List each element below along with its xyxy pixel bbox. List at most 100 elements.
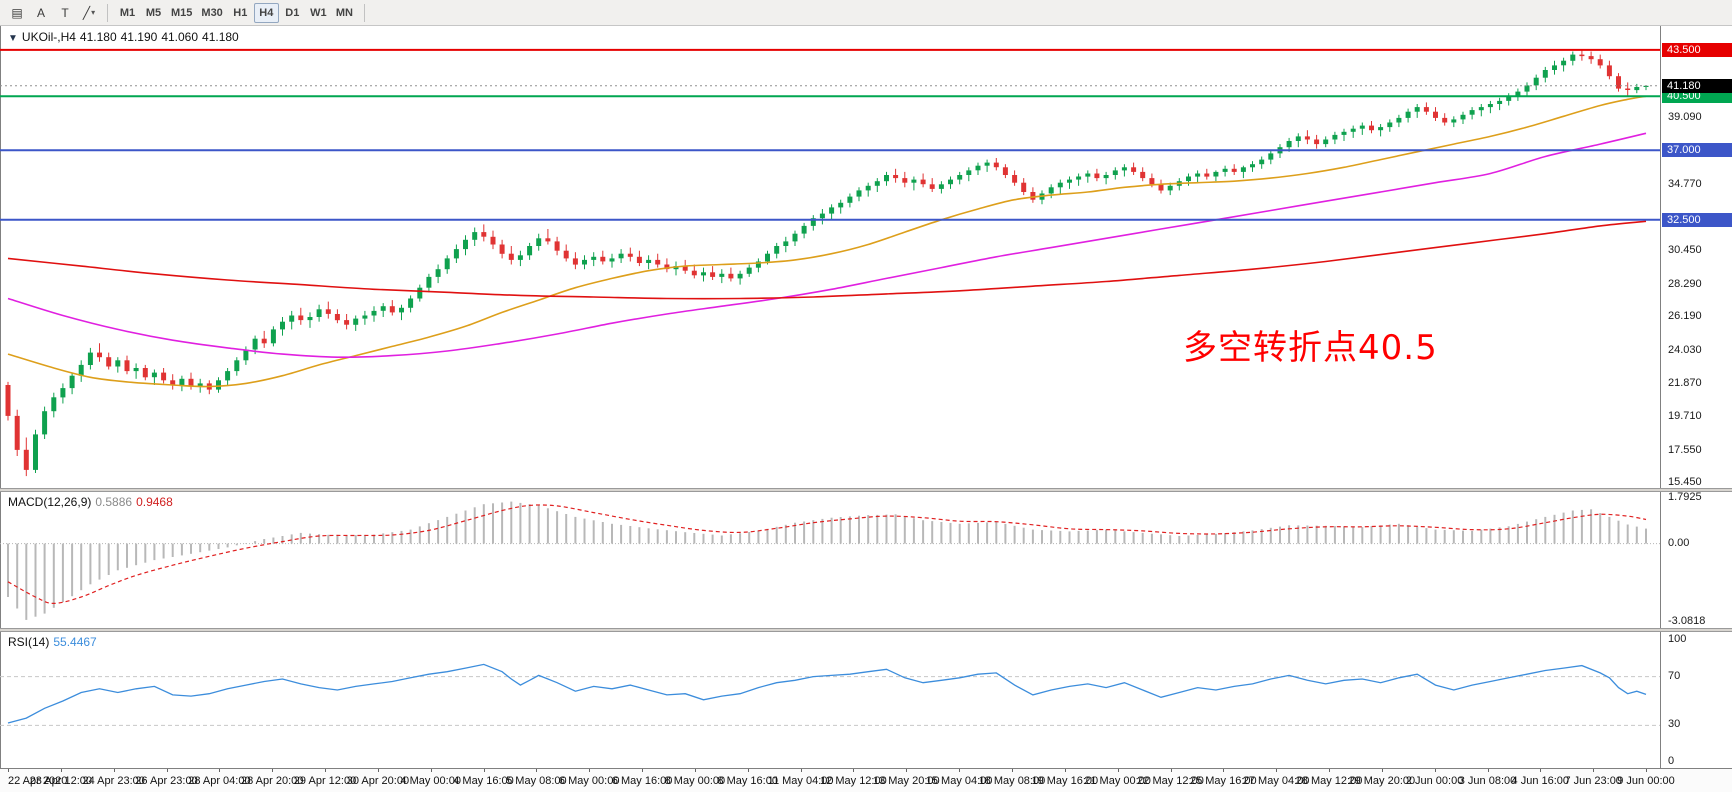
time-axis-label: 28 May 12:00 — [1295, 775, 1363, 787]
legend-close: 41.180 — [202, 30, 239, 44]
time-tick — [377, 769, 379, 772]
hline-price-badge: 37.000 — [1662, 143, 1732, 158]
chart-window-button[interactable]: ▤ — [6, 3, 28, 23]
macd-indicator-canvas[interactable] — [0, 492, 1660, 628]
time-axis-label: 24 Apr 23:00 — [82, 775, 145, 787]
trendline-tool-icon: ╱ — [82, 5, 91, 20]
time-axis-label: 9 Jun 00:00 — [1617, 775, 1675, 787]
price-scale[interactable]: 43.500 40.500 37.000 32.500 41.180 39.090 34.7… — [1660, 26, 1732, 768]
time-tick — [1646, 769, 1647, 772]
text-tool-button[interactable]: A — [30, 3, 52, 23]
ma-fast-orange — [7, 95, 1647, 388]
time-tick — [536, 769, 538, 772]
time-tick — [959, 769, 961, 772]
main-chart-canvas[interactable] — [0, 26, 1660, 488]
timeframe-m15-button[interactable]: M15 — [171, 6, 193, 19]
panel-splitter[interactable] — [0, 488, 1732, 492]
timeframe-m5-button[interactable]: M5 — [145, 6, 162, 19]
legend-symbol-period: UKOil-,H4 — [21, 30, 76, 44]
time-tick — [1540, 769, 1542, 772]
timeframe-m1-button[interactable]: M1 — [119, 6, 136, 19]
trendline-tool-button[interactable]: ╱ ▾ — [78, 3, 100, 23]
time-tick — [1434, 769, 1436, 772]
time-axis-label: 12 May 12:00 — [820, 775, 887, 787]
one-click-trading-collapse-icon[interactable]: ▼ — [8, 33, 18, 44]
time-axis-label: 5 May 08:00 — [506, 775, 567, 787]
price-tick-label: 39.090 — [1668, 111, 1702, 123]
toolbar-separator — [363, 3, 365, 22]
time-axis-label: 15 May 04:00 — [925, 775, 993, 787]
label-tool-button[interactable]: T — [54, 3, 76, 23]
time-tick — [1011, 769, 1013, 772]
caret-down-icon: ▾ — [91, 8, 96, 17]
time-tick — [166, 769, 168, 772]
timeframe-mn-button[interactable]: MN — [335, 6, 353, 19]
time-axis-label: 22 May 12:00 — [1137, 775, 1204, 787]
time-scale[interactable]: 22 Apr 2020 23 Apr 12:00 24 Apr 23:00 26 Ap… — [0, 768, 1732, 792]
timeframe-h4-button[interactable]: H4 — [253, 2, 279, 23]
rsi-line — [7, 663, 1647, 724]
time-axis-label: 21 May 00:00 — [1084, 775, 1151, 787]
price-tick-label: 28.290 — [1668, 277, 1702, 290]
price-tick-label: 21.870 — [1668, 376, 1702, 389]
time-tick — [60, 769, 62, 772]
timeframe-m30-button[interactable]: M30 — [201, 6, 223, 19]
time-axis-label: 8 May 00:00 — [664, 775, 726, 787]
macd-signal-line — [7, 504, 1647, 605]
time-tick — [1170, 769, 1172, 772]
chart-legend: ▼ UKOil-,H4 41.180 41.190 41.060 41.180 — [8, 30, 243, 44]
macd-title: MACD(12,26,9) — [8, 495, 92, 509]
ma-slow-red — [7, 220, 1647, 300]
time-tick — [1276, 769, 1278, 772]
time-tick — [906, 769, 908, 772]
ma-mid-magenta — [7, 132, 1647, 359]
hline-price-badge: 43.500 — [1662, 42, 1732, 57]
time-axis-label: 23 Apr 12:00 — [29, 775, 92, 787]
time-axis-label: 29 May 20:00 — [1348, 775, 1416, 787]
time-tick — [325, 769, 326, 772]
price-tick-label: 15.450 — [1668, 476, 1702, 488]
price-tick-label: 24.030 — [1668, 343, 1702, 356]
time-axis-label: 7 Jun 23:00 — [1564, 775, 1622, 787]
legend-low: 41.060 — [161, 30, 199, 44]
time-axis-label: 28 Apr 20:00 — [240, 775, 304, 787]
time-axis-label: 13 May 20:00 — [872, 775, 940, 787]
timeframe-h1-button[interactable]: H1 — [233, 6, 248, 19]
time-tick — [747, 769, 749, 772]
time-tick — [1593, 769, 1595, 772]
time-tick — [1487, 769, 1489, 772]
time-tick — [589, 769, 591, 772]
time-tick — [853, 769, 855, 772]
legend-high: 41.190 — [120, 30, 158, 44]
time-axis-label: 11 May 04:00 — [767, 775, 834, 787]
time-tick — [8, 769, 9, 772]
time-axis-label: 8 May 16:00 — [717, 775, 778, 787]
time-tick — [430, 769, 432, 772]
time-tick — [483, 769, 485, 772]
rsi-indicator-canvas[interactable] — [0, 632, 1660, 768]
time-tick — [113, 769, 115, 772]
time-tick — [219, 769, 221, 772]
time-axis-label: 6 May 16:00 — [611, 775, 673, 787]
timeframes-group: M1 M5 M15 M30 H1 H4 D1 W1 MN — [115, 2, 357, 23]
time-axis-label: 2 Jun 00:00 — [1405, 775, 1464, 787]
drawing-tools-group: ▤ A T ╱ ▾ — [6, 3, 100, 23]
text-tool-icon: A — [36, 5, 45, 20]
time-axis-label: 4 Jun 16:00 — [1511, 775, 1570, 787]
panel-splitter[interactable] — [0, 628, 1732, 632]
time-tick — [1381, 769, 1383, 772]
time-axis-label: 25 May 16:00 — [1189, 775, 1257, 787]
macd-scale-label: -3.0818 — [1668, 615, 1706, 627]
time-axis-label: 6 May 00:00 — [558, 775, 620, 787]
time-axis-label: 22 Apr 2020 — [8, 775, 68, 787]
price-tick-label: 26.190 — [1668, 310, 1702, 323]
toolbar: ▤ A T ╱ ▾ M1 M5 M15 M30 H1 H4 D1 W1 MN — [0, 0, 1732, 26]
time-axis-label: 3 Jun 08:00 — [1458, 775, 1517, 787]
price-tick-label: 19.710 — [1668, 410, 1702, 423]
macd-scale-label: 0.00 — [1668, 536, 1690, 549]
time-tick — [694, 769, 696, 772]
timeframe-d1-button[interactable]: D1 — [285, 6, 300, 19]
time-axis-label: 28 Apr 04:00 — [188, 775, 251, 787]
timeframe-w1-button[interactable]: W1 — [310, 6, 327, 19]
rsi-scale-label: 70 — [1668, 669, 1681, 682]
